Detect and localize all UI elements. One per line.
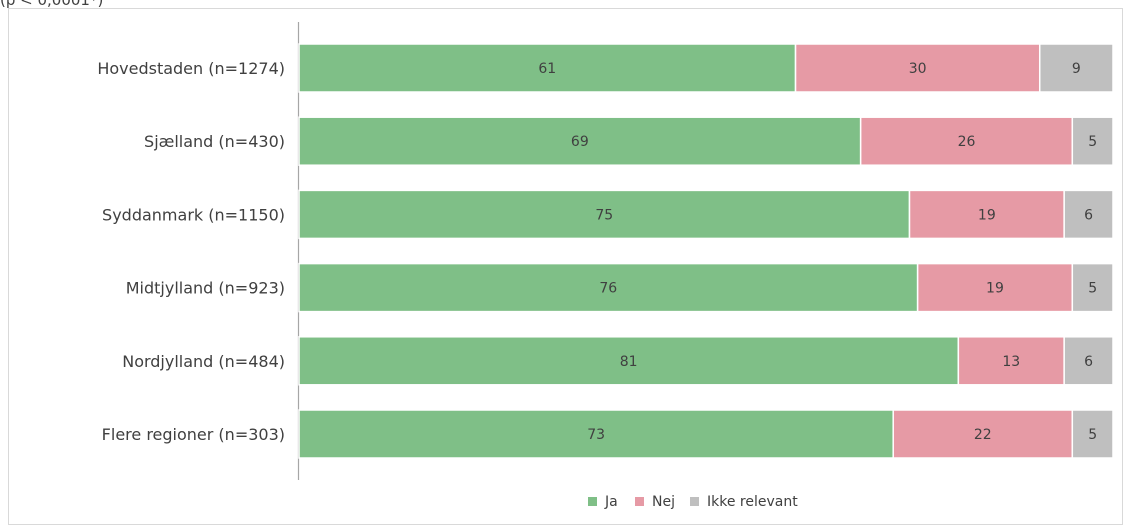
data-label: 6 [1084, 207, 1093, 223]
data-label: 5 [1088, 281, 1097, 297]
legend-swatch [588, 497, 597, 506]
category-label: Sjælland (n=430) [144, 132, 285, 151]
bar-segment-ikke-relevant [1071, 116, 1114, 166]
bar-segment-nej [916, 262, 1074, 313]
legend-swatch [690, 497, 699, 506]
legend-label: Ja [604, 494, 618, 510]
bar-segment-ja [298, 262, 919, 313]
data-label: 13 [1002, 354, 1020, 370]
data-label: 73 [587, 427, 605, 443]
data-label: 81 [620, 354, 638, 370]
category-label: Syddanmark (n=1150) [102, 205, 285, 224]
bar-segment-ja [298, 409, 894, 459]
legend-label: Nej [652, 494, 675, 510]
bar-segment-ikke-relevant [1063, 189, 1114, 240]
bar-segment-ja [298, 116, 862, 166]
chart-top-note: (p < 0,0001*) [0, 0, 104, 9]
legend-swatch [635, 497, 644, 506]
legend-label: Ikke relevant [707, 494, 798, 510]
bar-segment-ikke-relevant [1038, 43, 1114, 93]
data-label: 9 [1072, 61, 1081, 77]
bar-segment-ja [298, 336, 960, 386]
bar-segment-nej [908, 189, 1065, 240]
bar-segment-ikke-relevant [1071, 409, 1114, 459]
bar-segment-nej [892, 409, 1074, 459]
data-label: 5 [1088, 427, 1097, 443]
category-label: Midtjylland (n=923) [126, 279, 285, 298]
data-label: 61 [538, 61, 556, 77]
data-label: 30 [909, 61, 927, 77]
data-label: 76 [599, 281, 617, 297]
category-label: Nordjylland (n=484) [122, 352, 285, 371]
bar-segment-nej [957, 336, 1065, 386]
category-label: Hovedstaden (n=1274) [97, 59, 285, 78]
data-label: 22 [974, 427, 992, 443]
bar-segment-ikke-relevant [1071, 262, 1114, 313]
data-label: 26 [958, 134, 976, 150]
bar-segment-ikke-relevant [1063, 336, 1114, 386]
bar-segment-ja [298, 43, 797, 93]
data-label: 19 [978, 207, 996, 223]
bar-segment-ja [298, 189, 911, 240]
category-label: Flere regioner (n=303) [102, 425, 285, 444]
data-label: 75 [595, 207, 613, 223]
data-label: 19 [986, 281, 1004, 297]
data-label: 5 [1088, 134, 1097, 150]
data-label: 6 [1084, 354, 1093, 370]
bar-segment-nej [859, 116, 1074, 166]
data-label: 69 [571, 134, 589, 150]
